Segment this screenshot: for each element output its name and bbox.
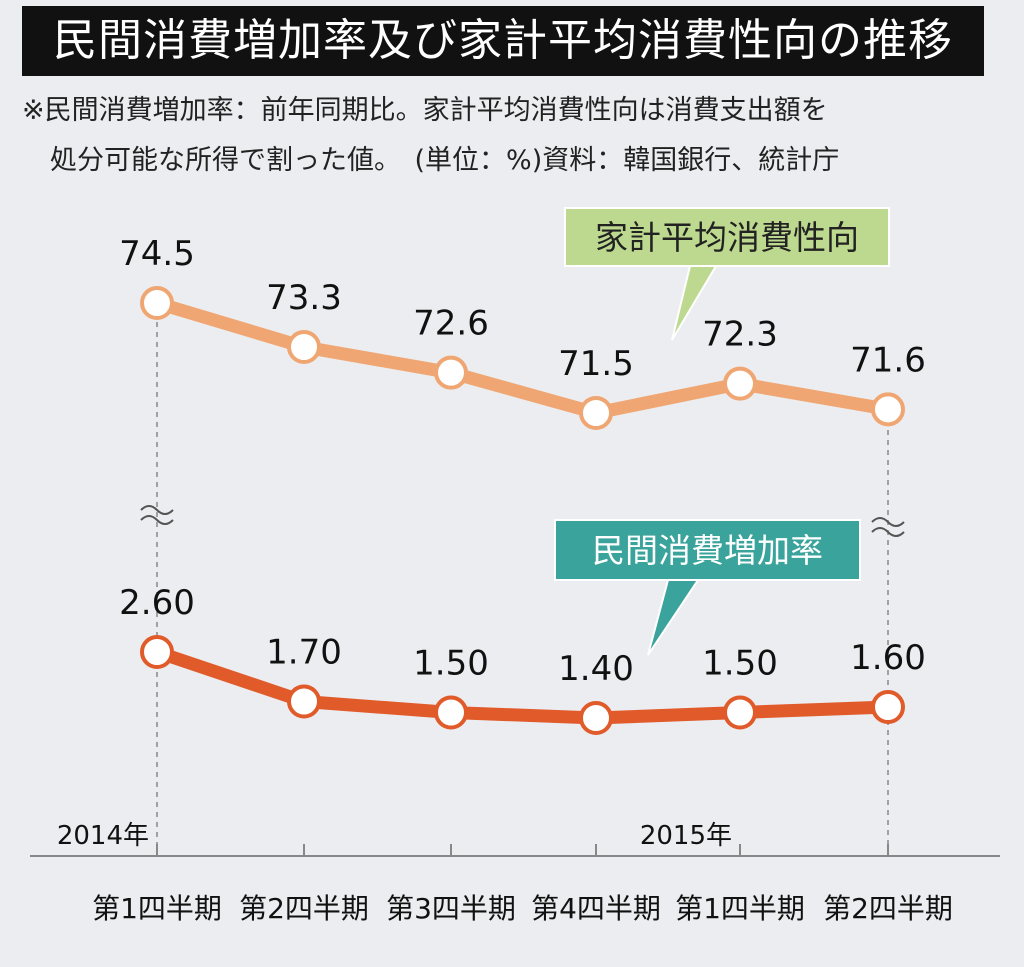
series-1-data-label-4: 71.5 [558,344,634,384]
series-1-data-label-5: 72.3 [702,315,778,355]
series-1-data-label-1: 74.5 [119,234,195,274]
series-1-legend-label: 家計平均消費性向 [595,218,859,257]
series-1-point-2 [287,330,321,364]
x-tick-label-1: 第1四半期 [92,892,222,925]
x-tick-label-5: 第1四半期 [675,892,805,925]
series-2-data-label-1: 2.60 [119,583,195,623]
series-2-data-label-2: 1.70 [266,633,342,673]
series-2-point-3 [434,695,468,730]
series-2-point-2 [287,684,321,719]
axis-break-mark-2-b [871,527,905,537]
series-2-data-label-3: 1.50 [413,644,489,684]
x-tick-label-6: 第2四半期 [823,892,953,925]
series-1-data-label-6: 71.6 [850,340,926,380]
chart-title: 民間消費増加率及び家計平均消費性向の推移 [22,6,984,76]
chart-note-line-1: ※民間消費増加率：前年同期比。家計平均消費性向は消費支出額を [22,95,828,126]
series-2-callout-tail [647,579,700,656]
x-tick-label-4: 第4四半期 [531,892,661,925]
series-2-legend-label: 民間消費増加率 [592,531,823,570]
series-1-data-label-3: 72.6 [413,304,489,344]
year-label-2: 2015年 [640,821,732,851]
series-2-point-1 [140,635,174,669]
series-1-data-label-2: 73.3 [266,278,342,318]
series-line-2 [150,645,895,725]
series-2-data-label-6: 1.60 [850,638,926,678]
series-1-point-4 [579,396,613,430]
series-1-point-5 [723,366,757,401]
x-tick-label-2: 第2四半期 [239,892,369,925]
chart-note-line-2: 処分可能な所得で割った値。 (単位：%)資料：韓国銀行、統計庁 [50,145,840,176]
series-2-point-6 [871,690,905,724]
series-2-data-label-4: 1.40 [558,649,634,689]
series-1-point-6 [871,392,905,427]
axis-break-mark-2-a [871,517,905,527]
series-2-point-5 [723,695,757,730]
x-tick-label-3: 第3四半期 [386,892,516,925]
series-2-data-label-5: 1.50 [702,644,778,684]
series-2-callout-box [554,519,861,581]
year-label-1: 2014年 [57,821,149,851]
series-1-point-3 [434,355,468,390]
series-1-callout-box [564,207,890,267]
axis-break-mark-1-b [140,515,174,525]
series-2-point-4 [579,701,613,735]
axis-break-mark-1-a [140,505,174,515]
series-line-1 [150,296,895,420]
series-1-point-1 [140,286,174,320]
